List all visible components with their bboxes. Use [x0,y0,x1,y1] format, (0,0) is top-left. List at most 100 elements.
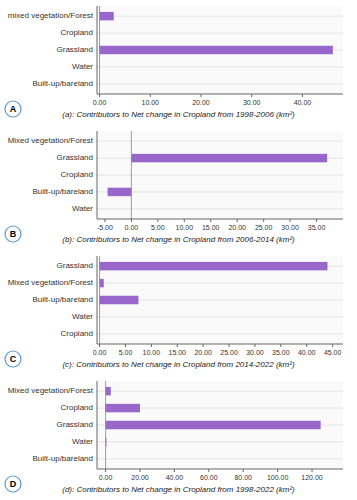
bar [108,188,132,196]
x-tick-label: 10.00 [143,349,161,356]
figure: mixed vegetation/Forest Cropland Grassland… [0,0,357,500]
x-tick-label: 30.00 [281,224,299,231]
category-label: mixed vegetation/Forest [8,11,94,20]
x-tick-label: 0.00 [99,474,113,481]
bar [106,387,111,395]
x-axis-line [97,469,343,470]
x-tick [174,469,175,472]
panel: mixed vegetation/ForestCroplandGrassland… [5,6,343,119]
category-label: Water [72,437,93,446]
bars [108,154,328,196]
category-label: Cropland [61,329,93,338]
panel-label-circle [5,351,21,367]
grid-line [97,191,343,192]
x-tick [229,344,230,347]
x-tick-label: 35.00 [308,224,326,231]
x-tick [306,344,307,347]
bars [100,12,333,54]
panel-label: D [10,479,17,489]
x-tick [200,94,201,97]
bar [100,46,333,54]
bar [100,296,139,304]
grid-line [97,175,343,176]
grid-line [97,316,343,317]
grid-line [97,283,343,284]
plot-area [97,6,343,94]
category-label: Cropland [61,403,93,412]
x-tick-label: 30.00 [243,99,261,106]
panel-label: A [10,104,17,114]
zero-line [99,256,100,344]
x-tick [332,344,333,347]
x-tick-label: 45.00 [324,349,342,356]
category-label: Water [72,312,93,321]
bar [131,154,327,162]
y-axis-line [97,256,98,344]
panel-label-circle [5,476,21,492]
bars [106,387,321,446]
zero-line [105,381,106,469]
y-axis-line [97,381,98,469]
x-tick-label: 0.00 [125,224,139,231]
bar [106,421,321,429]
panel: Mixed vegetation/Forest Cropland Grassland… [5,381,343,494]
grid-line [97,391,343,392]
grid-line [97,441,343,442]
category-label: Grassland [57,261,93,270]
x-axis-line [97,94,343,95]
x-tick [105,469,106,472]
x-axis-label: (c): Contributors to Net change in Cropl… [62,360,294,369]
grid-line [97,83,343,84]
x-tick [208,469,209,472]
x-tick [131,219,132,222]
x-tick-label: 60.00 [200,474,218,481]
bar [106,404,140,412]
x-tick-label: 30.00 [246,349,264,356]
category-label: Grassland [57,420,93,429]
x-tick [151,344,152,347]
category-label: Cropland [61,170,93,179]
panel-label: C [10,354,17,364]
x-tick-label: 10.00 [176,224,194,231]
x-tick [290,219,291,222]
x-tick-label: 100.00 [267,474,289,481]
x-tick [210,219,211,222]
x-tick [312,469,313,472]
x-tick-label: 5.00 [119,349,133,356]
x-tick [104,219,105,222]
plot-area [97,381,343,469]
grid-line [97,458,343,459]
plot-area [97,256,343,344]
x-tick [140,469,141,472]
x-tick-label: 20.00 [131,474,149,481]
x-axis-line [97,219,343,220]
y-axis-line [97,6,98,94]
x-axis-label: (b): Contributors to Net change in Cropl… [62,235,295,244]
x-tick [263,219,264,222]
category-label: Cropland [61,28,93,37]
bar [100,279,104,287]
bars [100,262,328,304]
x-axis-label: (d): Contributors to Net change in Cropl… [62,485,295,494]
category-label: Mixed vegetation/Forest [8,386,94,395]
x-tick [203,344,204,347]
x-tick [277,469,278,472]
grid-line [97,66,343,67]
x-tick-label: 10.00 [141,99,159,106]
x-tick [177,344,178,347]
category-label: Grassland [57,153,93,162]
x-tick [237,219,238,222]
x-tick-label: 40.00 [166,474,184,481]
category-label: Water [72,204,93,213]
x-axis-line [97,344,343,345]
x-tick-label: 40.00 [298,349,316,356]
grid-line [97,16,343,17]
y-axis-line [97,131,98,219]
x-tick-label: 0.00 [93,99,107,106]
x-tick [184,219,185,222]
x-tick-label: 0.00 [93,349,107,356]
category-label: Mixed vegetation/Forest [8,278,94,287]
x-tick [99,344,100,347]
grid-line [97,208,343,209]
x-tick [99,94,100,97]
